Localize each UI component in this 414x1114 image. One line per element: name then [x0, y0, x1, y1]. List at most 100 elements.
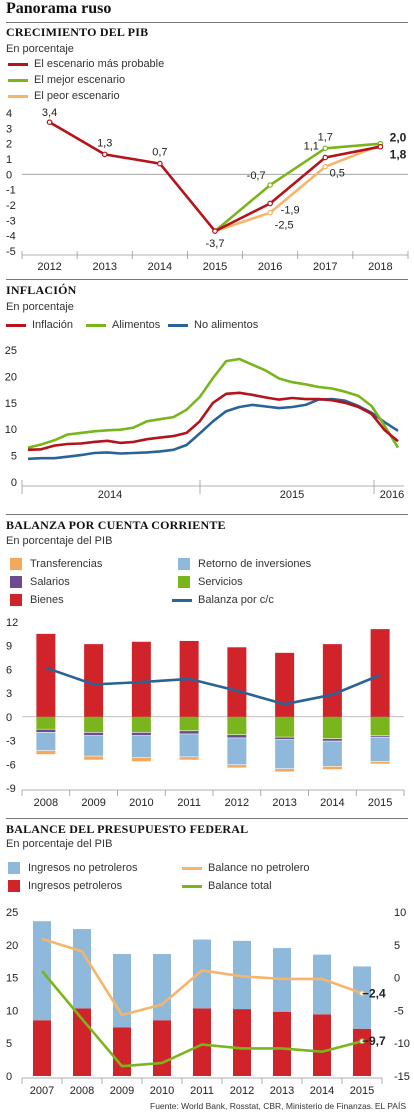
- legend-swatch: [10, 558, 22, 570]
- bar-bienes: [275, 652, 295, 717]
- legend-label: Bienes: [30, 594, 64, 606]
- data-label: -0,7: [247, 170, 266, 182]
- bar-segment: [36, 732, 56, 751]
- y-tick-label: 10: [5, 424, 17, 436]
- bar-ingresos-no-petroleros: [113, 953, 131, 1028]
- x-tick-label: 2011: [190, 1085, 214, 1097]
- section-divider: [6, 279, 408, 280]
- x-tick-label: 2016: [380, 489, 404, 501]
- x-tick-label: 2013: [92, 261, 116, 270]
- x-tick-label: 2008: [34, 797, 58, 809]
- bar-segment: [370, 716, 390, 736]
- y-tick-label-left: 10: [6, 1005, 18, 1017]
- legend-line: [8, 94, 28, 98]
- x-tick-label: 2014: [98, 489, 122, 501]
- legend-swatch: [178, 576, 190, 588]
- x-tick-label: 2009: [110, 1085, 134, 1097]
- y-tick-label: -3: [6, 215, 16, 227]
- bar-segment: [131, 716, 151, 733]
- legend-line: [172, 598, 192, 602]
- y-tick-label-left: 25: [6, 907, 18, 919]
- bar-ingresos-no-petroleros: [73, 929, 91, 1009]
- bar-bienes: [227, 647, 247, 717]
- x-tick-label: 2008: [70, 1085, 94, 1097]
- y-tick-label-right: 5: [394, 940, 400, 952]
- legend-label: Ingresos no petroleros: [28, 862, 138, 874]
- x-tick-label: 2012: [225, 797, 249, 809]
- y-tick-label: 9: [6, 641, 12, 653]
- inflacion-subtitle: En porcentaje: [6, 301, 74, 313]
- bar-segment: [370, 761, 390, 764]
- bar-ingresos-no-petroleros: [33, 921, 51, 1021]
- legend-swatch: [8, 880, 20, 892]
- legend-label: Servicios: [198, 576, 243, 588]
- x-tick-label: 2015: [350, 1085, 374, 1097]
- data-point: [101, 151, 108, 158]
- data-point: [377, 143, 384, 150]
- bar-segment: [131, 757, 151, 762]
- y-tick-label: 5: [11, 451, 17, 463]
- balanza-legend-bienes: Bienes: [10, 594, 64, 606]
- bar-segment: [36, 729, 56, 733]
- legend-label: Transferencias: [30, 558, 103, 570]
- bar-ingresos-no-petroleros: [193, 939, 211, 1009]
- y-tick-label: 25: [5, 345, 17, 357]
- page-title: Panorama ruso: [6, 0, 112, 17]
- x-tick-label: 2007: [30, 1085, 54, 1097]
- y-tick-label: 3: [6, 688, 12, 700]
- bar-bienes: [36, 633, 56, 717]
- x-tick-label: 2015: [280, 489, 304, 501]
- data-label: 1,1: [304, 140, 319, 152]
- source-note: Fuente: World Bank, Rosstat, CBR, Minist…: [150, 1101, 374, 1111]
- data-point: [212, 228, 218, 234]
- bar-ingresos-petroleros: [153, 1020, 171, 1076]
- data-point: [267, 182, 273, 188]
- x-tick-label: 2010: [129, 797, 153, 809]
- bar-ingresos-petroleros: [273, 1011, 291, 1076]
- legend-swatch: [10, 594, 22, 606]
- bar-segment: [84, 735, 104, 756]
- data-point: [267, 209, 273, 216]
- data-label: -2,5: [275, 220, 294, 232]
- presupuesto-title: BALANCE DEL PRESUPUESTO FEDERAL: [6, 822, 249, 836]
- data-point: [157, 160, 163, 167]
- bar-segment: [84, 716, 104, 733]
- legend-swatch: [10, 576, 22, 588]
- bar-segment: [275, 737, 295, 740]
- bar-segment: [275, 769, 295, 772]
- legend-line: [6, 323, 26, 327]
- y-tick-label: 12: [6, 617, 18, 629]
- legend-label: El escenario más probable: [34, 58, 165, 70]
- legend-label: Salarios: [30, 576, 70, 588]
- legend-line: [86, 323, 106, 327]
- bar-segment: [227, 738, 247, 765]
- pib-subtitle: En porcentaje: [6, 43, 74, 55]
- legend-line: [168, 323, 188, 327]
- x-tick-label: 2016: [258, 261, 282, 270]
- bar-segment: [322, 766, 342, 770]
- y-tick-label: 1: [6, 154, 12, 166]
- data-label: 0,5: [330, 168, 345, 180]
- data-point: [322, 154, 329, 161]
- x-tick-label: 2015: [368, 797, 392, 809]
- balanza-legend-transferencias: Transferencias: [10, 558, 102, 570]
- x-tick-label: 2012: [230, 1085, 254, 1097]
- inflacion-legend-alimentos: Alimentos: [86, 319, 160, 331]
- y-tick-label: 15: [5, 398, 17, 410]
- bar-ingresos-no-petroleros: [353, 966, 371, 1029]
- legend-line: [182, 866, 202, 870]
- legend-label: Retorno de inversiones: [198, 558, 312, 570]
- legend-line: [8, 62, 28, 66]
- bar-bienes: [370, 629, 390, 717]
- bar-segment: [322, 716, 342, 739]
- y-tick-label-left: 20: [6, 940, 18, 952]
- bar-segment: [131, 732, 151, 736]
- data-label-bold: 2,0: [390, 131, 407, 145]
- legend-label: Inflación: [32, 319, 73, 331]
- y-tick-label: 0: [6, 712, 12, 724]
- balanza-legend-salarios: Salarios: [10, 576, 70, 588]
- bar-ingresos-petroleros: [113, 1027, 131, 1076]
- end-label: −9,7: [362, 1034, 386, 1048]
- y-tick-label-right: -10: [394, 1038, 410, 1050]
